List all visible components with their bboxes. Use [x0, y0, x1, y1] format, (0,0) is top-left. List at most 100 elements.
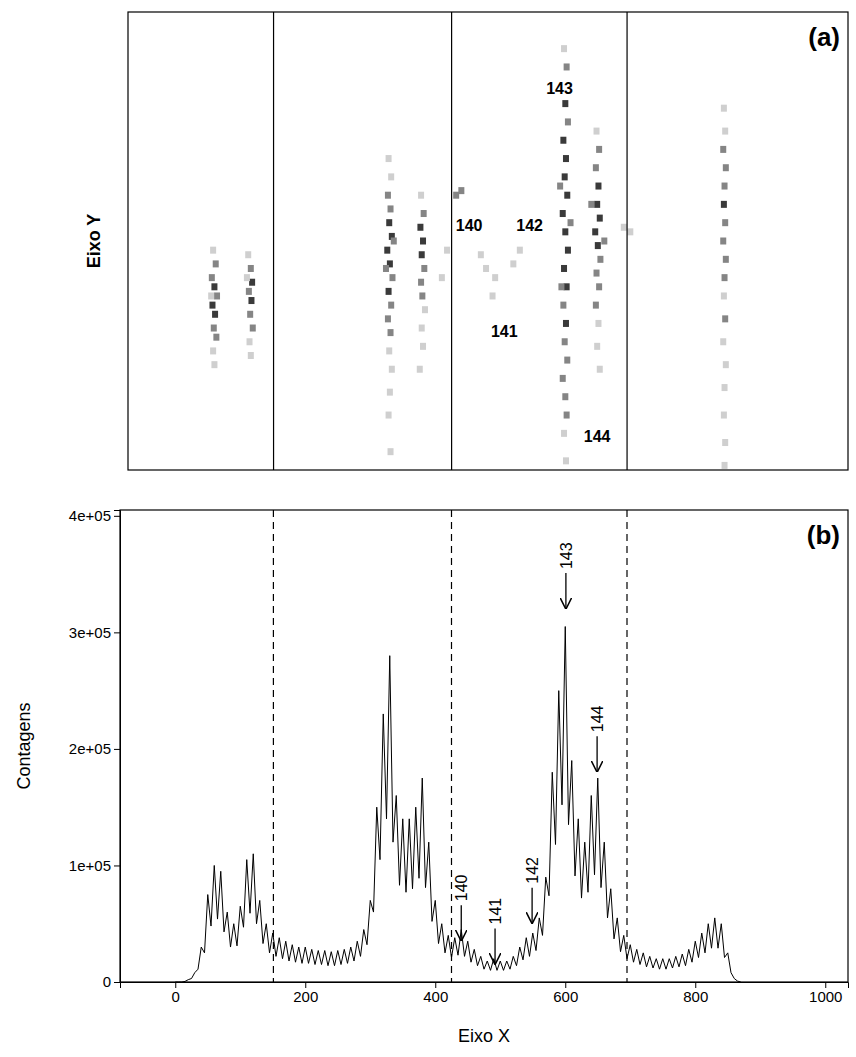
- pixel: [211, 325, 217, 332]
- annotation-arrow: [531, 888, 532, 923]
- pixel: [246, 288, 252, 295]
- pixel: [213, 260, 219, 267]
- pixel: [388, 329, 394, 336]
- pixel: [388, 173, 394, 180]
- pixel: [418, 279, 424, 286]
- x-tick: 600: [553, 982, 578, 1005]
- pixel: [588, 201, 594, 208]
- pixel: [721, 201, 727, 208]
- pixel: [563, 320, 569, 327]
- pixel: [209, 302, 215, 309]
- x-tick-label: 1000: [809, 988, 842, 1005]
- pixel: [247, 338, 253, 345]
- pixel: [560, 375, 566, 382]
- pixel: [723, 361, 729, 368]
- x-tick: 400: [423, 982, 448, 1005]
- annotations: 140141142143144: [453, 542, 606, 963]
- label-patch: [514, 216, 545, 235]
- x-axis-title: Eixo X: [458, 1026, 510, 1046]
- x-axis: 02004006008001000: [121, 982, 849, 1005]
- pixel: [722, 315, 728, 322]
- annotation: 140: [453, 874, 470, 940]
- annotation: 144: [582, 427, 613, 446]
- pixel: [490, 292, 496, 299]
- pixel: [389, 274, 395, 281]
- pixel: [723, 164, 729, 171]
- pixel: [418, 192, 424, 199]
- pixel: [213, 334, 219, 341]
- pixel: [210, 247, 216, 254]
- label-patch: [489, 322, 520, 341]
- pixel: [208, 292, 214, 299]
- y-tick: 0: [103, 973, 120, 990]
- pixel: [597, 256, 603, 263]
- pixel: [212, 311, 218, 318]
- pixel: [722, 384, 728, 391]
- y-axis: 01e+052e+053e+054e+05: [69, 507, 121, 990]
- pixel: [557, 183, 563, 190]
- pixel: [723, 256, 729, 263]
- pixel: [563, 155, 569, 162]
- pixel: [595, 320, 601, 327]
- pixel: [421, 265, 427, 272]
- pixel: [444, 247, 450, 254]
- pixel: [722, 128, 728, 135]
- panel-label: (a): [808, 22, 840, 52]
- pixel: [417, 224, 423, 231]
- pixel: [564, 357, 570, 364]
- panel-b: 0200400600800100001e+052e+053e+054e+0514…: [14, 507, 849, 1046]
- y-tick-mark: [114, 632, 120, 633]
- y-tick-mark: [114, 749, 120, 750]
- y-tick-label: 0: [103, 973, 111, 990]
- x-axis-line: [121, 983, 849, 989]
- pixel: [564, 412, 570, 419]
- pixel: [592, 228, 598, 235]
- pixel: [386, 219, 392, 226]
- pixel: [720, 146, 726, 153]
- pixel: [563, 457, 569, 464]
- annotation: 143: [544, 79, 575, 98]
- frame: [128, 12, 848, 470]
- annotation-label: 143: [558, 542, 575, 569]
- x-tick-label: 400: [423, 988, 448, 1005]
- pixel: [389, 366, 395, 373]
- pixel: [453, 192, 459, 199]
- pixel: [560, 137, 566, 144]
- pixel: [386, 412, 392, 419]
- y-tick-mark: [114, 516, 120, 517]
- annotation-label: 142: [524, 857, 541, 884]
- annotation-arrow: [596, 736, 597, 771]
- divider-line: [451, 510, 452, 982]
- y-tick: 2e+05: [69, 740, 120, 757]
- pixel: [560, 210, 566, 217]
- y-tick: 3e+05: [69, 624, 120, 641]
- pixel: [722, 274, 728, 281]
- divider-line: [626, 510, 627, 982]
- y-axis-title: Contagens: [14, 702, 34, 789]
- label-patch: [582, 427, 613, 446]
- pixel: [385, 315, 391, 322]
- divider-line: [451, 12, 452, 470]
- pixel: [597, 215, 603, 222]
- pixel: [421, 210, 427, 217]
- pixel: [564, 192, 570, 199]
- pixel: [596, 283, 602, 290]
- annotations: 143140142141144: [454, 79, 613, 446]
- pixel: [439, 274, 445, 281]
- panel-label: (b): [807, 520, 840, 550]
- frame: [120, 510, 848, 982]
- pixel: [419, 292, 425, 299]
- pixel: [214, 292, 220, 299]
- pixel: [721, 292, 727, 299]
- pixel: [721, 412, 727, 419]
- y-tick: 4e+05: [69, 507, 120, 524]
- pixel: [417, 366, 423, 373]
- x-tick-label: 800: [683, 988, 708, 1005]
- annotation-arrow: [565, 573, 566, 608]
- pixel: [419, 325, 425, 332]
- annotation: 141: [489, 322, 520, 341]
- y-tick-label: 2e+05: [69, 740, 111, 757]
- pixel: [483, 265, 489, 272]
- x-tick: 200: [293, 982, 318, 1005]
- pixel: [722, 439, 728, 446]
